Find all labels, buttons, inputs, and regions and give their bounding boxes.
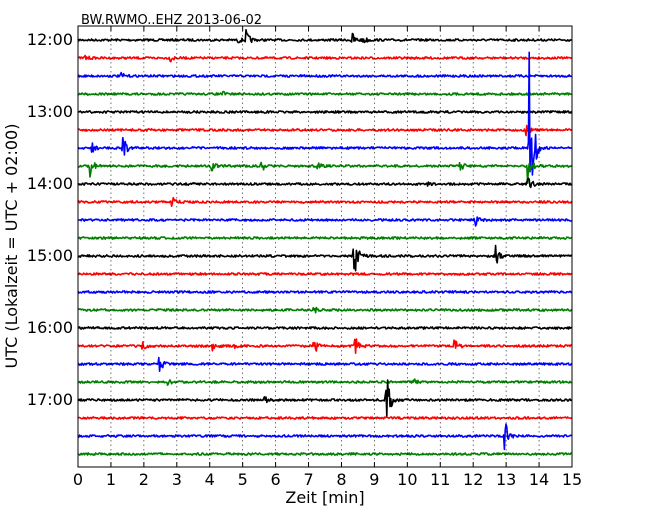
trace-13:30 — [77, 51, 572, 176]
trace-12:15 — [77, 54, 572, 63]
trace-17:30 — [77, 423, 572, 451]
trace-17:15 — [77, 416, 572, 420]
x-tick-label: 1 — [106, 470, 116, 489]
x-tick-label: 3 — [172, 470, 182, 489]
x-tick-label: 7 — [303, 470, 313, 489]
y-axis-label: UTC (Lokalzeit = UTC + 02:00) — [2, 124, 21, 369]
trace-12:45 — [77, 90, 572, 96]
trace-12:30 — [77, 71, 572, 78]
trace-13:00 — [77, 110, 573, 114]
x-tick-label: 6 — [271, 470, 281, 489]
x-tick-label: 10 — [397, 470, 417, 489]
trace-14:30 — [77, 216, 573, 227]
y-tick-label: 16:00 — [27, 318, 73, 337]
x-tick-label: 8 — [336, 470, 346, 489]
x-tick-label: 11 — [430, 470, 450, 489]
x-tick-label: 13 — [496, 470, 516, 489]
x-tick-label: 9 — [369, 470, 379, 489]
y-tick-label: 14:00 — [27, 174, 73, 193]
x-tick-label: 12 — [463, 470, 483, 489]
x-tick-label: 5 — [238, 470, 248, 489]
trace-15:15 — [77, 272, 573, 276]
trace-14:45 — [77, 236, 572, 240]
y-tick-label: 13:00 — [27, 102, 73, 121]
x-tick-label: 4 — [205, 470, 215, 489]
y-tick-label: 15:00 — [27, 246, 73, 265]
trace-15:30 — [77, 290, 573, 294]
x-tick-label: 14 — [529, 470, 549, 489]
trace-13:15 — [77, 124, 573, 137]
trace-16:30 — [77, 356, 573, 372]
trace-16:00 — [77, 326, 572, 330]
trace-16:15 — [77, 338, 572, 354]
y-tick-labels: 12:00 13:00 14:00 15:00 16:00 17:00 — [27, 30, 73, 409]
x-tick-label: 2 — [139, 470, 149, 489]
trace-17:45 — [77, 452, 572, 456]
trace-14:00 — [77, 177, 572, 189]
trace-12:00 — [77, 29, 573, 44]
x-tick-label: 0 — [73, 470, 83, 489]
trace-17:00 — [77, 379, 573, 417]
x-axis-label: Zeit [min] — [285, 488, 364, 507]
trace-15:45 — [77, 306, 573, 314]
plot-frame — [77, 25, 573, 468]
grid-lines — [110, 26, 540, 467]
x-tick-labels: 0 1 2 3 4 5 6 7 8 9 10 11 12 13 14 15 — [73, 470, 582, 489]
x-tick-label: 15 — [562, 470, 582, 489]
trace-13:45 — [77, 161, 573, 185]
trace-15:00 — [77, 244, 572, 272]
trace-14:15 — [77, 196, 573, 207]
chart-title: BW.RWMO..EHZ 2013-06-02 — [81, 13, 262, 28]
trace-group — [77, 29, 573, 456]
trace-16:45 — [77, 378, 572, 386]
y-tick-label: 17:00 — [27, 390, 73, 409]
y-tick-label: 12:00 — [27, 30, 73, 49]
